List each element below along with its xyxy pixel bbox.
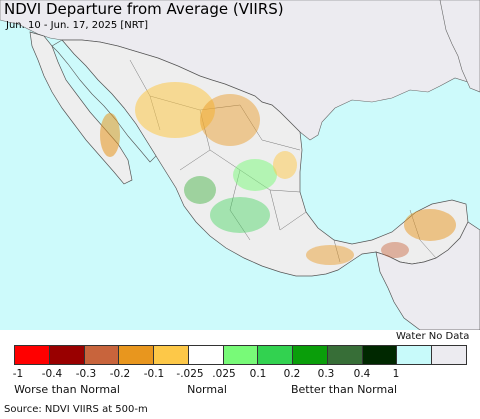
legend-swatch [396, 345, 433, 365]
legend-tick: -0.2 [109, 368, 131, 380]
legend-tick: 1 [392, 368, 400, 380]
legend-tick: 0.2 [283, 368, 301, 380]
legend-swatch [153, 345, 189, 365]
ndvi-map [0, 0, 480, 330]
legend-swatch [222, 345, 259, 365]
legend-tick: -0.1 [143, 368, 165, 380]
legend-tick: 0.3 [317, 368, 335, 380]
legend-tick: 0.1 [249, 368, 267, 380]
florida-land [439, 0, 480, 93]
legend-swatch [118, 345, 155, 365]
source-note: Source: NDVI VIIRS at 500-m [4, 404, 148, 415]
central-america [375, 221, 480, 330]
map-title: NDVI Departure from Average (VIIRS) [4, 0, 284, 18]
legend-swatch [14, 345, 50, 365]
legend-swatch [326, 345, 363, 365]
legend-swatch [83, 345, 120, 365]
color-legend [14, 345, 467, 367]
legend-tick: 0.4 [353, 368, 371, 380]
legend-tick: -0.4 [41, 368, 63, 380]
legend-category-worse: Worse than Normal [14, 383, 120, 396]
legend-swatch [257, 345, 294, 365]
date-range: Jun. 10 - Jun. 17, 2025 [NRT] [6, 20, 148, 31]
legend-tick: -1 [12, 368, 24, 380]
legend-swatch [361, 345, 398, 365]
legend-swatch [187, 345, 224, 365]
ndvi-anomaly-pattern [100, 82, 456, 265]
legend-tick: -0.3 [75, 368, 97, 380]
legend-tick: .025 [212, 368, 236, 380]
legend-swatch [431, 345, 467, 365]
legend-category-better: Better than Normal [290, 383, 398, 396]
legend-swatch [48, 345, 85, 365]
legend-swatch [292, 345, 328, 365]
nodata-label: Water No Data [396, 331, 470, 342]
legend-category-normal: Normal [187, 383, 227, 396]
legend-tick: -.025 [176, 368, 204, 380]
gulf-of-california [51, 39, 157, 163]
